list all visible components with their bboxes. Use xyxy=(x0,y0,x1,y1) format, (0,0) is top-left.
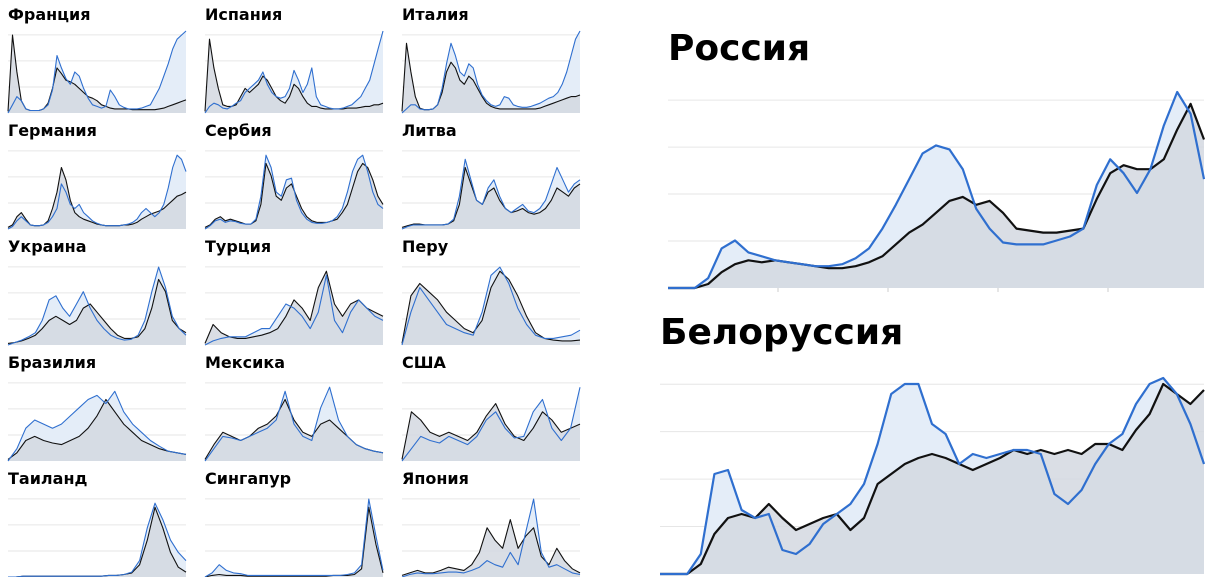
chart-title: Россия xyxy=(668,28,811,69)
series-line-blue xyxy=(204,154,384,230)
chart-plot xyxy=(401,266,581,346)
series-area-blue xyxy=(402,31,580,113)
chart-panel-16: Белоруссия xyxy=(660,312,1206,576)
chart-plot xyxy=(204,30,384,114)
series-area-black xyxy=(660,384,1204,574)
series-line-black xyxy=(204,270,384,344)
series-area-black xyxy=(8,167,186,229)
chart-plot xyxy=(660,376,1206,576)
chart-panel-7: Турция xyxy=(204,237,384,346)
series-area-black xyxy=(402,519,580,577)
chart-plot xyxy=(401,30,581,114)
series-line-blue xyxy=(401,387,581,462)
chart-panel-3: Германия xyxy=(7,121,187,230)
chart-panel-11: США xyxy=(401,353,581,462)
chart-title: США xyxy=(402,353,446,372)
series-line-blue xyxy=(7,30,187,114)
series-line-black xyxy=(7,278,187,344)
series-line-blue xyxy=(401,266,581,346)
chart-title: Испания xyxy=(205,5,283,24)
series-line-black xyxy=(7,398,187,460)
chart-title: Япония xyxy=(402,469,469,488)
chart-title: Сербия xyxy=(205,121,272,140)
series-area-black xyxy=(668,103,1204,289)
chart-plot xyxy=(7,266,187,346)
chart-title: Германия xyxy=(8,121,97,140)
chart-plot xyxy=(204,498,384,577)
chart-title: Сингапур xyxy=(205,469,292,488)
chart-title: Белоруссия xyxy=(660,312,904,353)
chart-panel-9: Бразилия xyxy=(7,353,187,462)
series-area-black xyxy=(402,271,580,345)
chart-panel-10: Мексика xyxy=(204,353,384,462)
chart-plot xyxy=(7,30,187,114)
series-line-blue xyxy=(7,266,187,346)
series-area-black xyxy=(205,507,383,577)
chart-panel-13: Сингапур xyxy=(204,469,384,577)
chart-plot xyxy=(204,150,384,230)
series-line-blue xyxy=(668,90,1206,290)
series-area-black xyxy=(8,279,186,345)
chart-panel-14: Япония xyxy=(401,469,581,577)
series-area-blue xyxy=(205,499,383,577)
series-area-black xyxy=(205,39,383,114)
chart-plot xyxy=(401,498,581,577)
chart-plot xyxy=(401,150,581,230)
chart-panel-8: Перу xyxy=(401,237,581,346)
chart-plot xyxy=(668,90,1206,292)
chart-title: Таиланд xyxy=(8,469,88,488)
chart-panel-2: Италия xyxy=(401,5,581,114)
chart-title: Италия xyxy=(402,5,469,24)
series-area-black xyxy=(402,43,580,113)
chart-panel-12: Таиланд xyxy=(8,469,187,577)
chart-plot xyxy=(204,382,384,462)
series-line-blue xyxy=(401,498,581,577)
series-area-black xyxy=(8,399,186,461)
series-line-blue xyxy=(204,30,384,114)
series-area-black xyxy=(8,35,186,113)
series-area-black xyxy=(402,403,580,461)
series-line-black xyxy=(668,102,1206,290)
chart-panel-4: Сербия xyxy=(204,121,384,230)
chart-title: Франция xyxy=(8,5,91,24)
chart-plot xyxy=(204,266,384,346)
chart-panel-0: Франция xyxy=(7,5,187,114)
chart-title: Перу xyxy=(402,237,449,256)
chart-plot xyxy=(8,498,187,577)
series-area-black xyxy=(205,163,383,229)
chart-title: Мексика xyxy=(205,353,285,372)
chart-panel-6: Украина xyxy=(7,237,187,346)
chart-title: Турция xyxy=(205,237,272,256)
series-area-black xyxy=(402,167,580,229)
series-line-black xyxy=(401,403,581,460)
series-line-blue xyxy=(204,274,384,346)
series-line-blue xyxy=(7,390,187,462)
series-line-blue xyxy=(401,30,581,114)
series-line-black xyxy=(204,506,384,577)
chart-title: Украина xyxy=(8,237,87,256)
series-line-black xyxy=(204,38,384,112)
series-line-blue xyxy=(401,158,581,230)
chart-panel-5: Литва xyxy=(401,121,581,230)
series-line-black xyxy=(401,270,581,344)
chart-title: Бразилия xyxy=(8,353,97,372)
series-line-blue xyxy=(204,386,384,462)
series-line-black xyxy=(660,382,1205,576)
series-line-blue xyxy=(660,376,1206,576)
chart-plot xyxy=(401,382,581,462)
series-line-black xyxy=(401,519,581,576)
chart-panel-1: Испания xyxy=(204,5,384,114)
chart-plot xyxy=(7,150,187,230)
chart-panel-15: Россия xyxy=(668,28,1206,292)
chart-title: Литва xyxy=(402,121,457,140)
series-area-black xyxy=(205,399,383,461)
series-line-blue xyxy=(204,498,384,577)
chart-plot xyxy=(7,382,187,462)
series-line-blue xyxy=(7,154,187,230)
